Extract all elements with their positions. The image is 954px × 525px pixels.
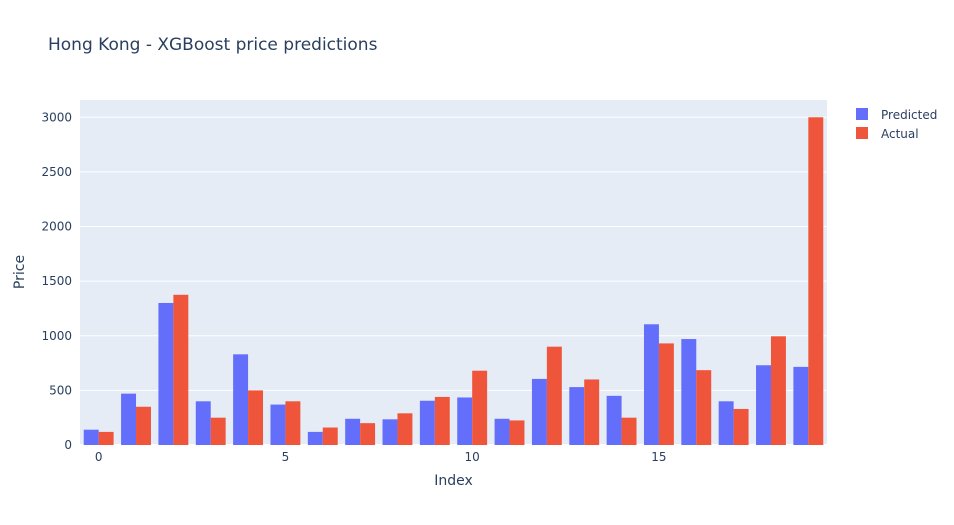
bar-predicted-2[interactable] xyxy=(158,302,174,445)
legend-swatch-predicted xyxy=(856,108,868,120)
y-axis-title: Price xyxy=(12,255,28,289)
y-tick-labels: 0 500 1000 1500 2000 2500 3000 xyxy=(41,110,72,452)
y-tick-label: 500 xyxy=(49,383,72,397)
bar-actual-17[interactable] xyxy=(733,408,749,445)
y-tick-label: 2000 xyxy=(41,220,72,234)
bar-predicted-8[interactable] xyxy=(382,419,398,445)
x-axis-title: Index xyxy=(434,473,473,489)
bar-actual-14[interactable] xyxy=(621,417,637,445)
bar-predicted-11[interactable] xyxy=(494,418,510,445)
plot-background xyxy=(80,100,827,445)
y-tick-label: 1000 xyxy=(41,329,72,343)
y-tick-label: 1500 xyxy=(41,274,72,288)
bar-predicted-12[interactable] xyxy=(531,378,547,445)
bar-predicted-4[interactable] xyxy=(233,354,249,445)
legend-label-actual: Actual xyxy=(881,127,919,141)
x-tick-labels: 0 5 10 15 xyxy=(95,450,667,464)
bar-actual-13[interactable] xyxy=(584,379,600,445)
legend-item-predicted[interactable]: Predicted xyxy=(856,108,937,122)
bar-predicted-0[interactable] xyxy=(83,429,99,445)
bar-actual-3[interactable] xyxy=(210,417,226,445)
y-tick-label: 2500 xyxy=(41,165,72,179)
legend-label-predicted: Predicted xyxy=(881,108,937,122)
chart-title: Hong Kong - XGBoost price predictions xyxy=(48,35,378,55)
bar-actual-15[interactable] xyxy=(658,343,674,445)
bar-actual-7[interactable] xyxy=(360,423,376,445)
bar-predicted-7[interactable] xyxy=(345,418,361,445)
bar-predicted-13[interactable] xyxy=(569,387,585,445)
bar-predicted-17[interactable] xyxy=(718,401,734,445)
bar-actual-4[interactable] xyxy=(248,390,264,445)
bar-actual-18[interactable] xyxy=(770,336,786,445)
bar-actual-6[interactable] xyxy=(322,427,338,445)
bar-predicted-6[interactable] xyxy=(307,431,323,445)
bar-predicted-10[interactable] xyxy=(457,397,473,445)
bar-actual-1[interactable] xyxy=(136,406,151,445)
bar-predicted-1[interactable] xyxy=(121,393,137,445)
bar-actual-0[interactable] xyxy=(98,431,114,445)
bar-predicted-16[interactable] xyxy=(681,339,697,445)
bar-predicted-18[interactable] xyxy=(756,365,771,445)
legend: Predicted Actual xyxy=(856,108,937,141)
x-tick-label: 0 xyxy=(95,450,103,464)
bar-actual-2[interactable] xyxy=(173,294,189,445)
bars xyxy=(83,117,824,445)
bar-actual-16[interactable] xyxy=(696,370,712,445)
x-tick-label: 10 xyxy=(465,450,480,464)
bar-predicted-9[interactable] xyxy=(419,400,435,445)
x-tick-label: 15 xyxy=(651,450,666,464)
bar-actual-9[interactable] xyxy=(434,396,450,445)
bar-actual-11[interactable] xyxy=(509,420,525,445)
bar-actual-8[interactable] xyxy=(397,413,413,445)
bar-predicted-19[interactable] xyxy=(793,366,809,445)
bar-predicted-5[interactable] xyxy=(270,404,286,445)
bar-actual-12[interactable] xyxy=(546,346,562,445)
bar-predicted-14[interactable] xyxy=(606,395,622,445)
bar-predicted-3[interactable] xyxy=(195,401,211,445)
x-tick-label: 5 xyxy=(282,450,290,464)
legend-swatch-actual xyxy=(856,127,868,139)
y-tick-label: 0 xyxy=(64,438,72,452)
y-tick-label: 3000 xyxy=(41,110,72,124)
bar-actual-5[interactable] xyxy=(285,401,301,445)
bar-actual-10[interactable] xyxy=(472,370,488,445)
legend-item-actual[interactable]: Actual xyxy=(856,127,919,141)
bar-actual-19[interactable] xyxy=(808,117,824,445)
bar-predicted-15[interactable] xyxy=(643,324,659,445)
